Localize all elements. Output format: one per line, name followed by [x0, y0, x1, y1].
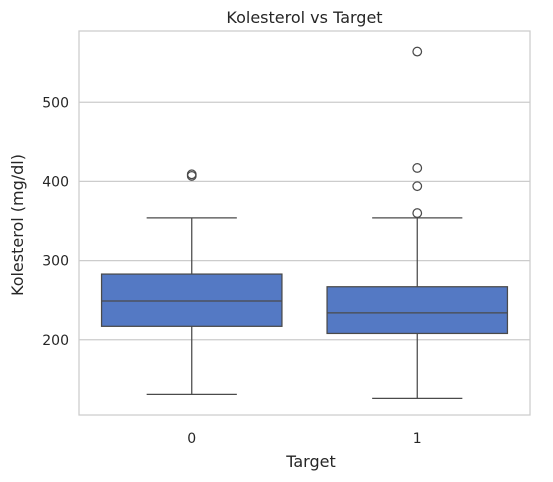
y-tick-label-300: 300	[42, 254, 69, 270]
outlier-point	[186, 169, 197, 180]
outlier-point	[412, 181, 423, 192]
y-tick-labels: 200 300 400 500	[42, 95, 69, 349]
x-axis-label: Target	[285, 452, 336, 471]
plot-frame	[78, 30, 531, 416]
y-axis-label: Kolesterol (mg/dl)	[8, 154, 27, 296]
y-tick-label-200: 200	[42, 333, 69, 349]
box-0	[100, 169, 283, 396]
boxes-group	[100, 46, 509, 399]
iqr-box	[100, 273, 283, 327]
outlier-point	[412, 163, 423, 173]
iqr-box	[326, 286, 509, 335]
outlier-point	[412, 46, 423, 57]
box-1	[326, 46, 509, 399]
x-tick-label-0: 0	[187, 431, 196, 447]
x-tick-label-1: 1	[413, 431, 422, 447]
y-tick-label-400: 400	[42, 174, 69, 190]
outlier-point	[412, 208, 423, 219]
y-tick-label-500: 500	[42, 95, 69, 111]
chart-title: Kolesterol vs Target	[226, 8, 382, 27]
grid-lines	[79, 101, 530, 341]
